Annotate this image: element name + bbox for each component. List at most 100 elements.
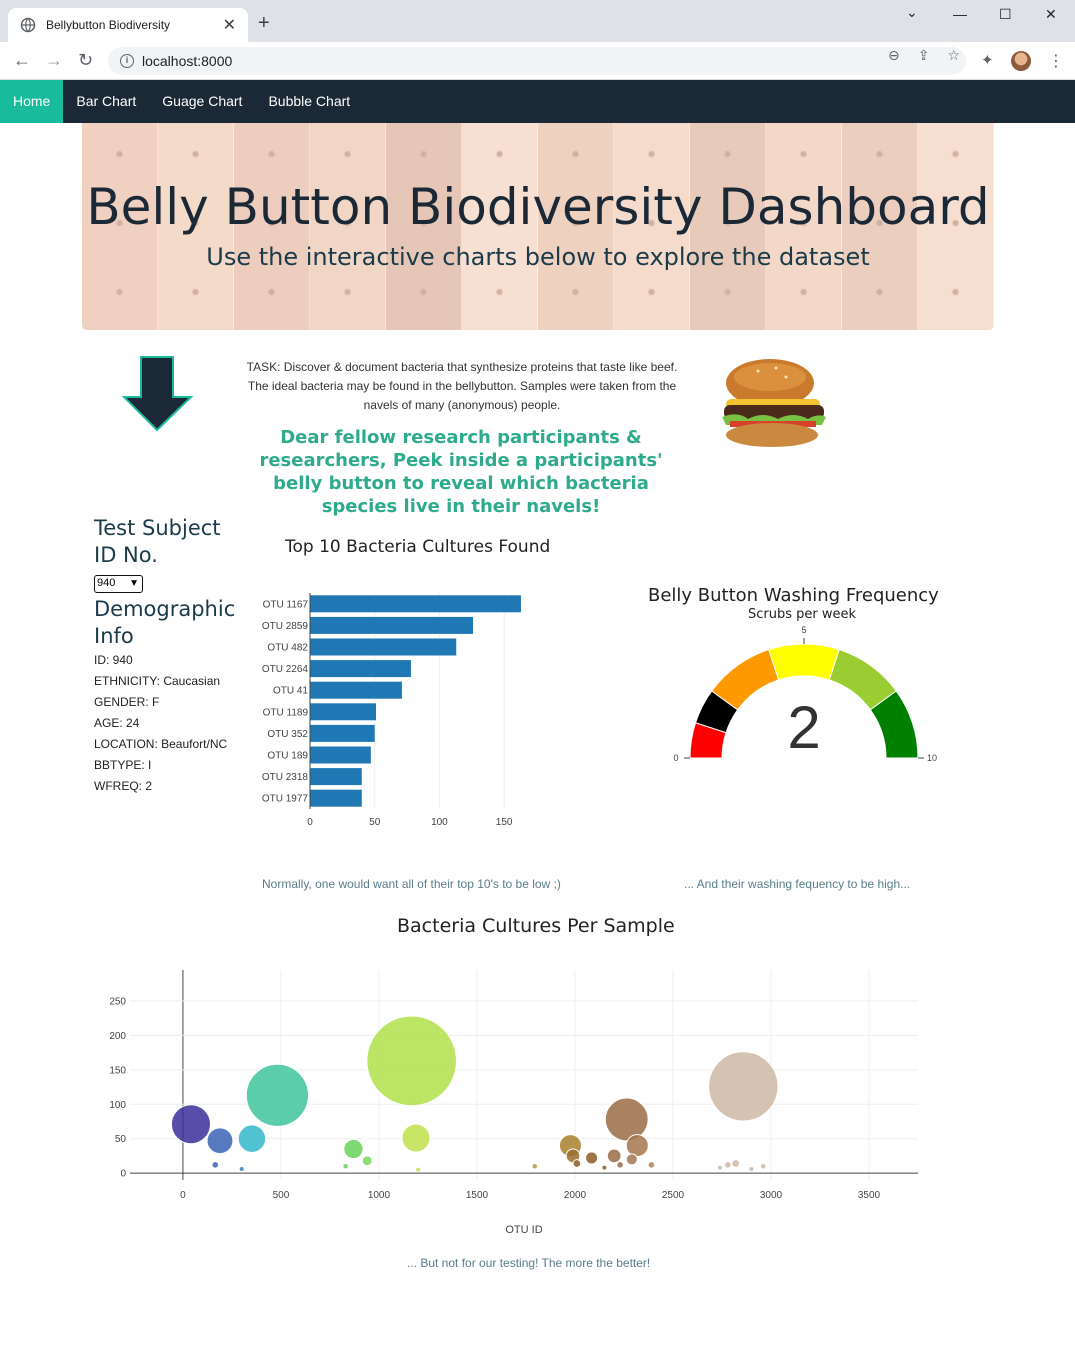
nav-bubble-chart[interactable]: Bubble Chart [268, 93, 351, 109]
collage-tile [614, 192, 690, 261]
bar-y-tick: OTU 2859 [262, 621, 309, 632]
collage-tile [310, 192, 386, 261]
address-bar[interactable]: i localhost:8000 [108, 47, 966, 75]
bar-x-tick: 100 [431, 817, 448, 828]
collage-tile [386, 192, 462, 261]
bubble-x-axis-label: OTU ID [505, 1224, 542, 1236]
collage-tile [918, 192, 994, 261]
bar-x-tick: 150 [496, 817, 513, 828]
bar-y-tick: OTU 1167 [263, 599, 309, 610]
profile-avatar[interactable] [1011, 51, 1031, 71]
gauge-tick-label: 0 [673, 753, 678, 763]
browser-toolbar: ← → ↻ i localhost:8000 ⊖ ⇪ ☆ ✦ ⋮ [0, 42, 1075, 80]
collage-tile [538, 261, 614, 330]
bubble [717, 1164, 724, 1171]
reload-icon[interactable]: ↻ [78, 50, 94, 70]
collage-tile [82, 261, 158, 330]
collage-tile [690, 123, 766, 192]
new-tab-button[interactable]: + [258, 12, 270, 34]
bubble [343, 1138, 364, 1160]
close-window-button[interactable]: ✕ [1045, 6, 1057, 22]
info-icon[interactable]: i [120, 54, 134, 68]
subject-id-select[interactable]: 940 ▼ [94, 575, 143, 593]
bar-y-tick: OTU 352 [267, 729, 308, 740]
back-icon[interactable]: ← [13, 50, 31, 70]
zoom-icon[interactable]: ⊖ [887, 47, 900, 63]
close-tab-icon[interactable]: ✕ [222, 17, 236, 34]
forward-icon[interactable]: → [45, 50, 63, 70]
bubble-y-tick: 100 [109, 1100, 126, 1111]
bubble [724, 1161, 732, 1169]
chevron-down-icon[interactable]: ⌄ [906, 4, 918, 20]
hero-subtitle: Use the interactive charts below to expl… [206, 243, 870, 271]
bubble [206, 1127, 234, 1155]
bookmark-star-icon[interactable]: ☆ [947, 47, 960, 63]
hero-image-collage [82, 123, 994, 330]
site-navbar: Home Bar Chart Guage Chart Bubble Chart [0, 80, 1075, 123]
bar-y-tick: OTU 41 [273, 686, 308, 697]
collage-tile [234, 123, 310, 192]
collage-tile [614, 123, 690, 192]
collage-tile [766, 192, 842, 261]
extensions-icon[interactable]: ✦ [981, 52, 994, 69]
bubble [601, 1164, 608, 1171]
selected-id: 940 [97, 577, 116, 589]
bubble-x-tick: 1000 [368, 1190, 391, 1201]
demo-id: ID: 940 [94, 653, 133, 667]
menu-icon[interactable]: ⋮ [1048, 53, 1064, 70]
bubble [342, 1162, 349, 1170]
bubble-x-tick: 3500 [858, 1190, 881, 1201]
bubble [237, 1124, 267, 1153]
demo-age: AGE: 24 [94, 716, 140, 730]
bar [310, 595, 521, 613]
bubble [585, 1151, 599, 1165]
bar-y-tick: OTU 189 [267, 751, 308, 762]
gauge-value: 2 [787, 694, 820, 761]
bubble [572, 1159, 582, 1168]
bubble [625, 1134, 649, 1158]
gauge-tick-label: 5 [801, 625, 806, 635]
globe-icon [20, 17, 36, 33]
collage-tile [234, 192, 310, 261]
tab-title: Bellybutton Biodiversity [46, 18, 171, 32]
gauge-chart[interactable]: 0 5 10 2 [660, 622, 960, 772]
bar [310, 703, 376, 721]
subject-id-heading: Test Subject ID No. [94, 516, 221, 567]
bubble-x-tick: 2000 [564, 1190, 587, 1201]
bubble-x-tick: 1500 [466, 1190, 489, 1201]
nav-bar-chart[interactable]: Bar Chart [76, 93, 137, 109]
gauge-band [768, 643, 840, 681]
bubble [759, 1162, 767, 1170]
bubble-chart-title: Bacteria Cultures Per Sample [397, 915, 675, 937]
bubble [604, 1097, 649, 1142]
demo-location: LOCATION: Beaufort/NC [94, 737, 228, 751]
collage-tile [310, 261, 386, 330]
bubble [731, 1159, 741, 1168]
bubble-y-tick: 200 [109, 1031, 126, 1042]
collage-tile [462, 192, 538, 261]
bar [310, 724, 375, 742]
nav-gauge-chart[interactable]: Guage Chart [162, 93, 243, 109]
collage-tile [538, 192, 614, 261]
collage-tile [310, 123, 386, 192]
hero-title: Belly Button Biodiversity Dashboard [86, 178, 990, 236]
bubble [647, 1161, 656, 1169]
share-icon[interactable]: ⇪ [917, 47, 930, 63]
collage-tile [462, 123, 538, 192]
collage-tile [690, 192, 766, 261]
chevron-down-icon: ▼ [129, 578, 139, 589]
collage-tile [842, 123, 918, 192]
collage-tile [614, 261, 690, 330]
bar [310, 616, 474, 634]
nav-home[interactable]: Home [0, 80, 64, 123]
maximize-button[interactable]: ☐ [999, 6, 1012, 22]
bar-chart-title: Top 10 Bacteria Cultures Found [285, 537, 551, 557]
browser-tab[interactable]: Bellybutton Biodiversity ✕ [8, 8, 248, 42]
minimize-button[interactable]: — [953, 6, 967, 22]
bubble [361, 1155, 373, 1167]
bubble-chart[interactable]: 0 500 1000 1500 2000 2500 3000 3500 0 50 100 150 200… [100, 950, 980, 1240]
demo-wfreq: WFREQ: 2 [94, 779, 153, 793]
bubble-x-tick: 500 [273, 1190, 290, 1201]
bar-chart[interactable]: 0 50 100 150 OTU 1167 OTU 2859 OTU 482 OTU 2264… [250, 585, 550, 830]
gauge-chart-title: Belly Button Washing Frequency [648, 585, 939, 606]
